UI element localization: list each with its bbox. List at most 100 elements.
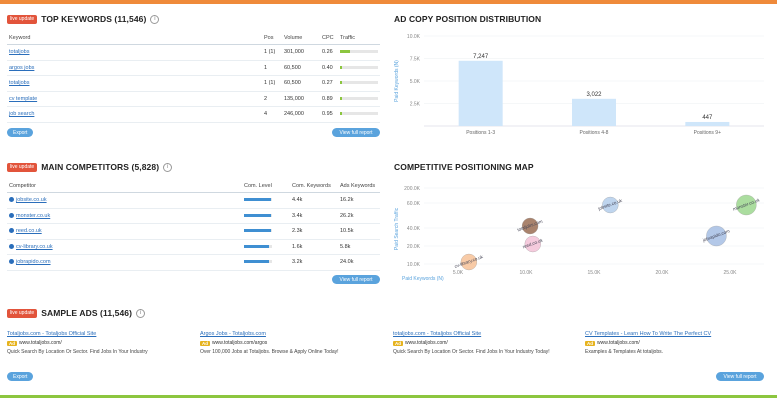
col-header[interactable]: Volume (282, 32, 320, 45)
ad-title-link[interactable]: CV Templates - Learn How To Write The Pe… (585, 331, 712, 337)
ads-keywords-cell: 5.8k (338, 239, 380, 255)
table-row: argos jobs 1 60,500 0.40 (7, 60, 380, 76)
col-header[interactable]: Ads Keywords (338, 180, 380, 193)
competitor-bubble[interactable] (736, 194, 757, 216)
ad-card: CV Templates - Learn How To Write The Pe… (585, 331, 770, 355)
sample-ads-panel: live update SAMPLE ADS (11,546) i Totalj… (7, 306, 770, 386)
bar-value-label: 3,022 (586, 92, 602, 98)
col-header[interactable]: Competitor (7, 180, 242, 193)
bar-value-label: 447 (702, 115, 713, 121)
competitor-link[interactable]: jobsite.co.uk (16, 197, 47, 204)
competitor-link[interactable]: jobrapido.com (16, 259, 51, 266)
y-tick-label: 2.5K (410, 102, 421, 108)
ad-card: Argos Jobs - Totaljobs.com Ad www.totaljo… (200, 331, 380, 355)
col-header[interactable]: Pos (262, 32, 282, 45)
y-axis-label: Paid Keywords (N) (394, 60, 400, 102)
positioning-map-panel: COMPETITIVE POSITIONING MAP Paid Search … (394, 160, 770, 286)
position-cell: 1 (1) (262, 75, 282, 92)
view-full-report-button[interactable]: View full report (716, 372, 764, 381)
ad-copy-chart: Paid Keywords (N) 10.0K 7.5K 5.0K 2.5K 7,247 P… (394, 34, 764, 136)
panel-title: SAMPLE ADS (11,546) (41, 308, 133, 318)
bar[interactable] (685, 121, 730, 126)
col-header[interactable]: CPC (320, 32, 338, 45)
traffic-bar (340, 96, 378, 100)
keyword-link[interactable]: cv template (7, 91, 262, 107)
competitor-link[interactable]: reed.co.uk (16, 228, 42, 235)
favicon-icon (9, 259, 14, 265)
ad-tag: Ad (585, 340, 595, 346)
y-tick-label: 5.0K (410, 79, 421, 85)
volume-cell: 60,500 (282, 60, 320, 76)
competitor-cell[interactable]: jobrapido.com (7, 254, 242, 271)
table-row: monster.co.uk 3.4k 26.2k (7, 208, 380, 224)
table-row: jobrapido.com 3.2k 24.0k (7, 254, 380, 271)
x-tick-label: Positions 4-8 (580, 130, 609, 136)
ad-card: Totaljobs.com - Totaljobs Official Site … (7, 331, 187, 355)
y-tick-label: 200.0K (404, 186, 421, 192)
keyword-link[interactable]: totaljobs (7, 75, 262, 92)
view-full-report-button[interactable]: View full report (332, 128, 380, 137)
ad-title-link[interactable]: Argos Jobs - Totaljobs.com (200, 331, 266, 337)
info-icon[interactable]: i (163, 162, 173, 172)
ad-title-link[interactable]: Totaljobs.com - Totaljobs Official Site (7, 331, 97, 337)
competitor-bubble[interactable] (706, 225, 727, 247)
panel-title: AD COPY POSITION DISTRIBUTION (394, 14, 542, 24)
col-header[interactable]: Com. Level (242, 180, 290, 193)
bar[interactable] (458, 60, 503, 126)
traffic-cell (338, 60, 380, 76)
ads-keywords-cell: 10.5k (338, 223, 380, 240)
competitor-cell[interactable]: cv-library.co.uk (7, 239, 242, 255)
export-button[interactable]: Export (7, 372, 34, 381)
x-tick-label: Positions 1-3 (466, 130, 495, 136)
ads-keywords-cell: 16.2k (338, 192, 380, 209)
keyword-link[interactable]: job search (7, 106, 262, 123)
ad-tag: Ad (393, 340, 403, 346)
ads-keywords-cell: 26.2k (338, 208, 380, 224)
table-row: cv template 2 135,000 0.89 (7, 91, 380, 107)
competitor-link[interactable]: cv-library.co.uk (16, 243, 53, 250)
competitor-link[interactable]: monster.co.uk (16, 212, 51, 219)
info-icon[interactable]: i (150, 14, 160, 24)
traffic-cell (338, 44, 380, 61)
position-cell: 4 (262, 106, 282, 123)
col-header[interactable]: Keyword (7, 32, 262, 45)
position-cell: 1 (262, 60, 282, 76)
ads-keywords-cell: 24.0k (338, 254, 380, 271)
info-icon[interactable]: i (136, 308, 146, 318)
position-cell: 1 (1) (262, 44, 282, 61)
x-axis-label: Paid Keywords (N) (402, 276, 444, 282)
com-keywords-cell: 3.2k (290, 254, 338, 271)
col-header[interactable]: Traffic (338, 32, 380, 45)
com-keywords-cell: 3.4k (290, 208, 338, 224)
ad-url: www.totaljobs.com/argos (212, 340, 268, 346)
export-button[interactable]: Export (7, 128, 34, 137)
volume-cell: 301,000 (282, 44, 320, 61)
y-tick-label: 40.0K (407, 226, 421, 232)
competitor-bubble[interactable] (524, 235, 541, 253)
competitor-cell[interactable]: monster.co.uk (7, 208, 242, 224)
top-keywords-panel: live update TOP KEYWORDS (11,546) i Keyw… (7, 12, 380, 142)
y-tick-label: 10.0K (407, 34, 421, 40)
competitor-cell[interactable]: reed.co.uk (7, 223, 242, 240)
traffic-bar (340, 81, 378, 85)
col-header[interactable]: Com. Keywords (290, 180, 338, 193)
keyword-link[interactable]: argos jobs (7, 60, 262, 76)
y-tick-label: 10.0K (407, 262, 421, 268)
favicon-icon (9, 212, 14, 218)
volume-cell: 60,500 (282, 75, 320, 92)
ad-tag: Ad (7, 340, 17, 346)
competitor-bubble[interactable] (602, 196, 619, 214)
competitor-cell[interactable]: jobsite.co.uk (7, 192, 242, 209)
favicon-icon (9, 197, 14, 203)
table-row: jobsite.co.uk 4.4k 16.2k (7, 192, 380, 209)
ad-description: Over 100,000 Jobs at Totaljobs. Browse &… (200, 349, 339, 355)
view-full-report-button[interactable]: View full report (332, 275, 380, 284)
competitor-bubble[interactable] (521, 217, 539, 235)
traffic-bar (340, 65, 378, 69)
favicon-icon (9, 228, 14, 234)
ad-title-link[interactable]: totaljobs.com - Totaljobs Official Site (393, 331, 482, 337)
panel-title: COMPETITIVE POSITIONING MAP (394, 162, 534, 172)
keyword-link[interactable]: totaljobs (7, 44, 262, 61)
competitor-bubble[interactable] (460, 253, 478, 271)
bar[interactable] (572, 98, 616, 126)
